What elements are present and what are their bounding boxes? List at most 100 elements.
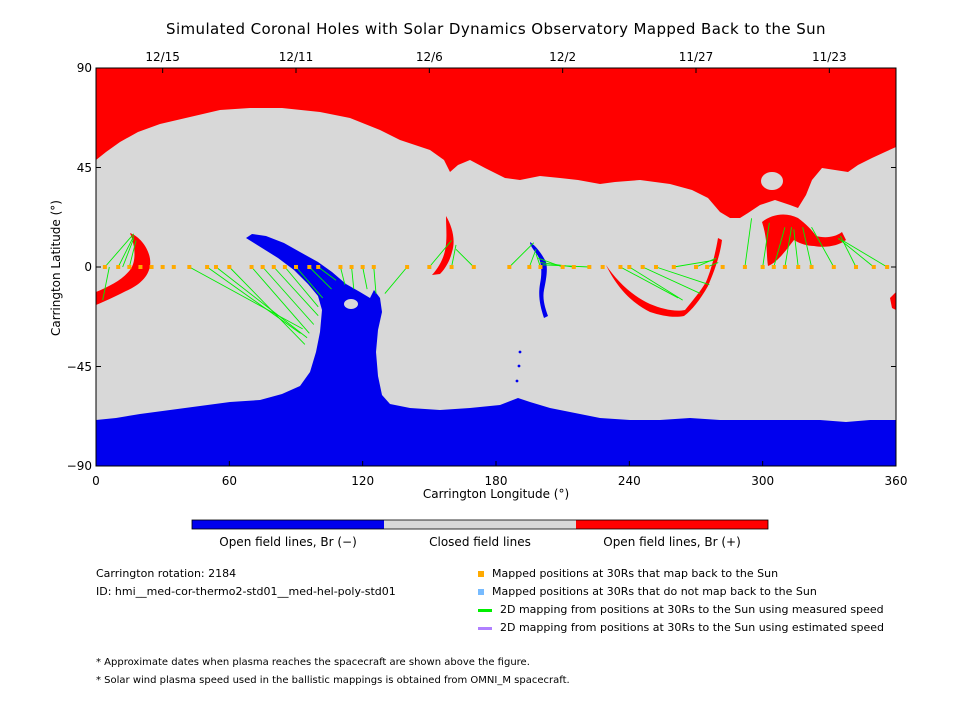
mapped-position-point — [627, 265, 632, 269]
mapping-line — [695, 257, 717, 268]
y-tick-label: 45 — [76, 160, 92, 175]
date-tick-label: 11/23 — [812, 50, 847, 64]
x-tick-label: 120 — [351, 474, 375, 488]
mapping-line — [362, 266, 368, 290]
carrington-rotation: Carrington rotation: 2184 — [96, 567, 237, 580]
mapping-lines — [102, 218, 888, 345]
colorbar-label-negative: Open field lines, Br (−) — [219, 535, 357, 549]
y-tick-label: −45 — [66, 359, 92, 374]
mapped-position-point — [282, 265, 287, 269]
mapping-line — [189, 266, 303, 330]
mapped-position-point — [249, 265, 254, 269]
positive-hole-fragment — [890, 292, 896, 310]
mapped-positions — [102, 265, 890, 269]
mapping-line — [273, 266, 319, 316]
mapped-position-point — [360, 265, 365, 269]
mapping-line — [128, 240, 137, 268]
mapping-line — [528, 249, 537, 268]
date-tick-label: 12/15 — [145, 50, 180, 64]
mapping-line — [284, 266, 319, 308]
legend-label: Mapped positions at 30Rs that do not map… — [492, 585, 817, 598]
mapping-line — [215, 266, 308, 339]
x-tick-label: 0 — [92, 474, 100, 488]
date-tick-label: 12/6 — [415, 50, 443, 64]
mapped-position-point — [742, 265, 747, 269]
blue-square-icon — [478, 589, 484, 595]
mapped-position-point — [260, 265, 265, 269]
mapped-position-point — [171, 265, 176, 269]
mapping-line — [673, 259, 714, 268]
mapped-position-point — [205, 265, 210, 269]
mapped-position-point — [527, 265, 532, 269]
mapped-position-point — [600, 265, 605, 269]
mapped-position-point — [187, 265, 192, 269]
mapping-line — [451, 244, 457, 268]
colorbar-label-closed: Closed field lines — [429, 535, 531, 549]
mapped-position-point — [871, 265, 876, 269]
mapped-position-point — [507, 265, 512, 269]
mapped-position-point — [102, 265, 107, 269]
mapped-position-point — [271, 265, 276, 269]
colorbar-label-positive: Open field lines, Br (+) — [603, 535, 741, 549]
mapped-position-point — [449, 265, 454, 269]
south-negative-coronal-hole — [96, 234, 896, 466]
colorbar-frame — [191, 519, 769, 530]
y-tick-label: −90 — [66, 459, 92, 473]
mapping-line — [842, 240, 888, 268]
mapped-position-point — [338, 265, 343, 269]
positive-hole-fragment — [606, 238, 722, 317]
mapped-position-point — [560, 265, 565, 269]
north-positive-coronal-hole — [96, 68, 896, 218]
mapped-position-point — [885, 265, 890, 269]
mapping-line — [309, 266, 332, 290]
axis-tick-marks — [95, 67, 897, 467]
mapping-line — [784, 227, 792, 268]
mapped-position-point — [127, 265, 132, 269]
mapped-position-point — [618, 265, 623, 269]
x-tick-label: 60 — [221, 474, 237, 488]
mapping-line — [542, 264, 590, 268]
mapped-position-point — [782, 265, 787, 269]
mapping-line — [744, 218, 753, 268]
mapping-line — [762, 222, 770, 268]
mapped-position-point — [471, 265, 476, 269]
mapping-line — [295, 266, 324, 299]
mapped-position-point — [405, 265, 410, 269]
positive-hole-fragment — [96, 233, 151, 305]
colorbar-closed — [384, 520, 576, 529]
colorbar-negative — [192, 520, 384, 529]
mapping-line — [340, 266, 346, 285]
y-tick-label: 0 — [84, 260, 92, 274]
closed-field-island — [344, 299, 358, 309]
negative-hole-fragment — [518, 350, 522, 354]
mapping-line — [793, 229, 799, 268]
x-tick-label: 360 — [884, 474, 908, 488]
mapped-position-point — [854, 265, 858, 269]
orange-square-icon — [478, 571, 484, 577]
date-tick-label: 11/27 — [678, 50, 714, 64]
mapped-position-point — [427, 265, 432, 269]
mapping-line — [206, 266, 301, 334]
mapping-line — [629, 266, 683, 301]
mapping-line — [455, 248, 475, 268]
mapped-position-point — [371, 265, 376, 269]
mapping-line — [251, 266, 310, 334]
mapping-line — [655, 266, 710, 286]
mapped-position-point — [694, 265, 698, 269]
mapping-line — [229, 266, 306, 345]
mapped-position-point — [316, 265, 321, 269]
mapping-line — [373, 266, 377, 294]
mapping-line — [122, 238, 135, 268]
legend-item: Mapped positions at 30Rs that do not map… — [478, 585, 817, 598]
mapped-position-point — [796, 265, 801, 269]
mapped-position-point — [349, 265, 354, 269]
date-tick-label: 12/2 — [549, 50, 577, 64]
negative-hole-fragment — [517, 364, 521, 368]
mapped-position-point — [227, 265, 232, 269]
mapping-line — [802, 227, 812, 268]
legend-item: Mapped positions at 30Rs that map back t… — [478, 567, 778, 580]
mapped-position-point — [149, 265, 154, 269]
mapped-position-point — [771, 265, 776, 269]
chart-title: Simulated Coronal Holes with Solar Dynam… — [166, 20, 826, 38]
mapped-position-point — [720, 265, 725, 269]
